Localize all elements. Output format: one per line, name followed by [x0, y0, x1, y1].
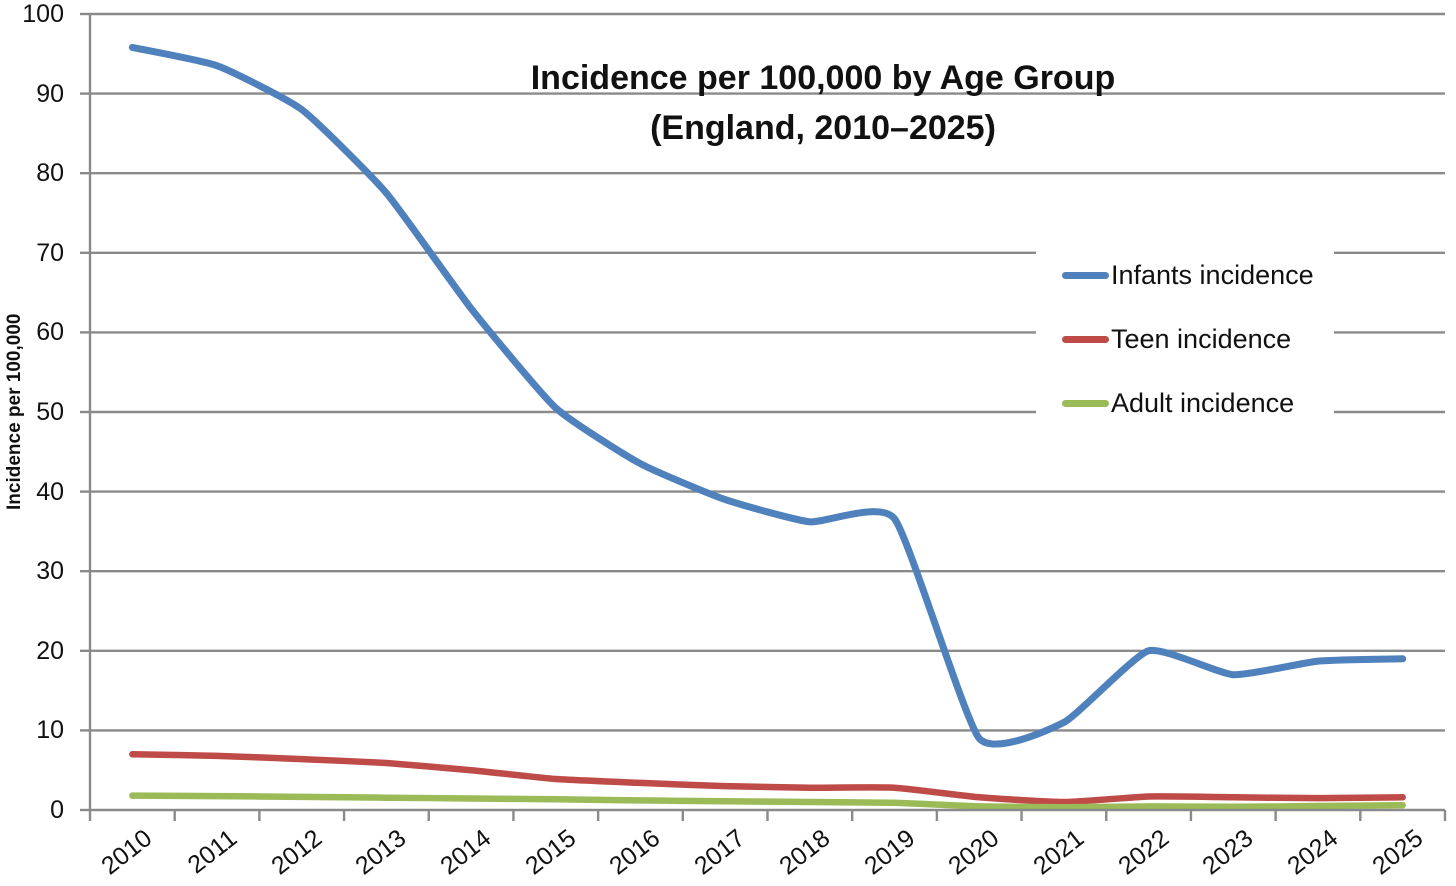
legend-item-teen-incidence: Teen incidence: [1062, 324, 1314, 355]
legend: Infants incidence Teen incidence Adult inc…: [1036, 246, 1334, 433]
y-tick-label: 50: [36, 398, 64, 426]
legend-swatch-icon: [1062, 400, 1109, 407]
y-tick-label: 90: [36, 79, 64, 108]
chart-title-line1: Incidence per 100,000 by Age Group: [530, 59, 1116, 97]
y-tick-label: 0: [50, 796, 64, 824]
series-line-adult-incidence: [129, 792, 1406, 811]
y-tick-label: 10: [36, 716, 64, 745]
y-tick-label: 30: [36, 557, 64, 586]
chart-title: Incidence per 100,000 by Age Group (Engl…: [190, 53, 1456, 153]
legend-label: Infants incidence: [1111, 260, 1314, 290]
y-tick-label: 40: [36, 477, 64, 506]
legend-swatch-icon: [1062, 336, 1109, 343]
y-tick-label: 20: [36, 636, 64, 665]
chart-title-line2: (England, 2010–2025): [650, 109, 996, 147]
y-tick-label: 60: [36, 318, 64, 347]
series-line-teen-incidence: [129, 751, 1406, 806]
y-tick-label: 70: [36, 238, 64, 267]
legend-swatch-icon: [1062, 272, 1109, 279]
legend-item-infants-incidence: Infants incidence: [1062, 260, 1314, 291]
y-tick-label: 100: [22, 0, 64, 28]
legend-label: Adult incidence: [1111, 388, 1295, 418]
legend-label: Teen incidence: [1111, 324, 1292, 354]
legend-item-adult-incidence: Adult incidence: [1062, 388, 1314, 419]
series-line-infants-incidence: [128, 43, 1407, 748]
y-tick-label: 80: [36, 159, 64, 188]
